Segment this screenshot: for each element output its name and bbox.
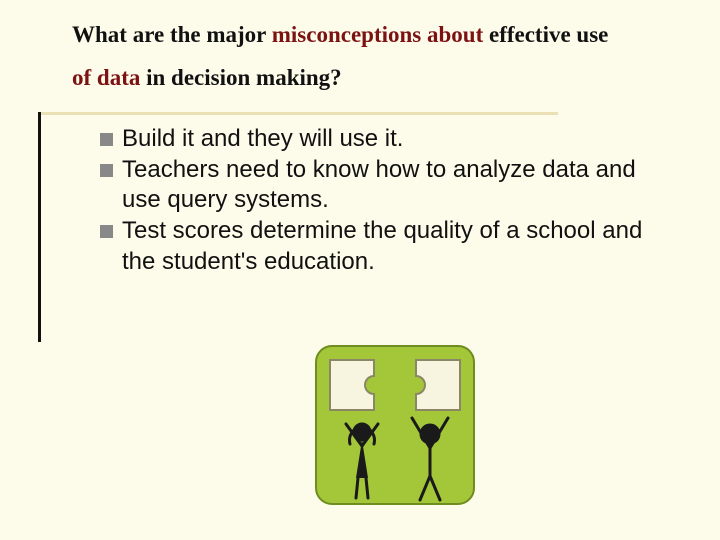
bullet-icon [100, 164, 113, 177]
bullet-text: Teachers need to know how to analyze dat… [122, 155, 660, 216]
bullet-icon [100, 133, 113, 146]
title-accent-1: misconceptions about [272, 22, 484, 47]
list-item: Test scores determine the quality of a s… [100, 216, 660, 277]
side-rule [38, 112, 41, 342]
title-rest: in decision making? [140, 65, 341, 90]
bullet-icon [100, 225, 113, 238]
title-accent-2: of data [72, 65, 140, 90]
title-middle: effective use [483, 22, 608, 47]
title-underline [38, 112, 558, 115]
body-block: Build it and they will use it. Teachers … [100, 124, 660, 278]
bullet-text: Build it and they will use it. [122, 124, 660, 155]
list-item: Build it and they will use it. [100, 124, 660, 155]
bullet-text: Test scores determine the quality of a s… [122, 216, 660, 277]
slide-title: What are the major misconceptions about … [72, 14, 652, 99]
list-item: Teachers need to know how to analyze dat… [100, 155, 660, 216]
title-prefix: What are the major [72, 22, 272, 47]
slide: What are the major misconceptions about … [0, 0, 720, 540]
title-text: What are the major misconceptions about … [72, 22, 608, 90]
illustration-puzzle-people [310, 340, 480, 510]
